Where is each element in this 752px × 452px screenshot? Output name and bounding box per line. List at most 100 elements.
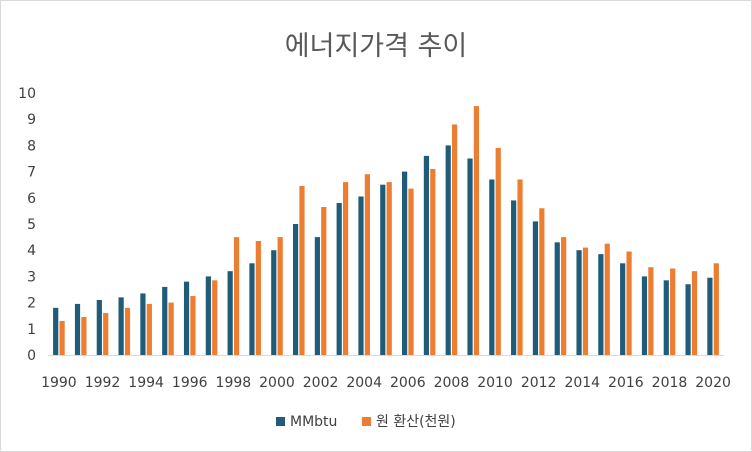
bar-mmbtu-2004 <box>358 196 364 355</box>
bar-mmbtu-1994 <box>140 293 146 355</box>
bar-mmbtu-2002 <box>314 237 320 355</box>
x-tick-label: 2004 <box>346 375 382 391</box>
bar-mmbtu-2011 <box>511 200 517 355</box>
bar-krw-1994 <box>146 303 152 355</box>
bar-krw-2015 <box>604 243 610 355</box>
bar-krw-1993 <box>124 307 131 355</box>
y-tick-label: 1 <box>27 322 36 338</box>
bar-mmbtu-1998 <box>227 271 233 355</box>
bar-krw-1991 <box>81 317 87 355</box>
bar-mmbtu-1991 <box>74 303 81 355</box>
y-axis: 0 1 2 3 4 5 6 7 8 9 10 <box>18 86 36 364</box>
bar-krw-1995 <box>168 302 174 355</box>
bar-krw-2016 <box>626 251 632 355</box>
x-axis: 1990 1992 1994 1996 1998 2000 2002 2004 2006 2008… <box>41 355 731 391</box>
bar-krw-2010 <box>495 148 501 355</box>
legend-swatch-mmbtu <box>276 417 285 426</box>
legend: MMbtu 원 환산(천원) <box>276 414 456 430</box>
legend-label-mmbtu: MMbtu <box>290 414 337 430</box>
y-tick-label: 0 <box>27 348 36 364</box>
bar-mmbtu-2018 <box>663 280 669 355</box>
bar-mmbtu-2006 <box>402 171 408 355</box>
bar-mmbtu-1992 <box>96 299 102 355</box>
bar-mmbtu-2014 <box>576 250 582 355</box>
y-tick-label: 2 <box>27 296 36 312</box>
bar-krw-1996 <box>190 296 196 355</box>
bar-mmbtu-2005 <box>380 184 386 355</box>
bar-mmbtu-2007 <box>423 155 430 355</box>
bar-mmbtu-1996 <box>183 281 190 355</box>
bar-mmbtu-2001 <box>292 224 299 355</box>
bar-krw-2001 <box>299 186 305 355</box>
bar-mmbtu-1990 <box>53 307 59 355</box>
bar-krw-2017 <box>648 267 654 355</box>
bar-mmbtu-1997 <box>205 276 211 355</box>
bar-mmbtu-1993 <box>118 297 124 355</box>
legend-swatch-krw <box>362 417 371 426</box>
bar-krw-2005 <box>386 182 392 355</box>
x-tick-label: 2014 <box>564 375 600 391</box>
bar-krw-2020 <box>713 263 719 355</box>
bar-mmbtu-2009 <box>467 158 473 355</box>
bar-krw-2011 <box>517 179 523 355</box>
x-tick-label: 2016 <box>608 375 644 391</box>
bar-krw-2009 <box>473 106 480 355</box>
bar-krw-2002 <box>321 206 327 355</box>
bar-krw-2012 <box>539 208 545 355</box>
bar-krw-2003 <box>342 182 349 355</box>
bar-krw-2006 <box>408 188 414 355</box>
x-tick-label: 2020 <box>695 375 731 391</box>
legend-label-krw: 원 환산(천원) <box>376 414 456 430</box>
y-tick-label: 6 <box>27 191 36 207</box>
x-tick-label: 2010 <box>477 375 513 391</box>
x-tick-label: 1992 <box>85 375 121 391</box>
x-tick-label: 1998 <box>216 375 252 391</box>
bar-krw-2000 <box>277 237 283 355</box>
bar-krw-2008 <box>452 124 458 355</box>
x-tick-label: 1994 <box>128 375 164 391</box>
bar-mmbtu-1999 <box>249 263 255 355</box>
bar-mmbtu-2017 <box>641 276 648 355</box>
y-tick-label: 8 <box>27 138 36 154</box>
bar-krw-1990 <box>59 320 65 355</box>
x-tick-label: 1990 <box>41 375 77 391</box>
bar-krw-1997 <box>212 280 218 355</box>
y-tick-label: 3 <box>27 269 36 285</box>
bar-krw-2004 <box>364 174 370 355</box>
bar-krw-2013 <box>561 237 567 355</box>
bar-mmbtu-2019 <box>685 284 691 355</box>
bar-mmbtu-2008 <box>445 145 451 355</box>
x-tick-label: 1996 <box>172 375 208 391</box>
x-tick-label: 2018 <box>652 375 688 391</box>
bar-krw-2019 <box>691 271 698 355</box>
bar-mmbtu-2003 <box>336 203 342 355</box>
bar-mmbtu-2010 <box>489 179 495 355</box>
bar-mmbtu-2000 <box>271 250 277 355</box>
y-tick-label: 7 <box>27 165 36 181</box>
bar-mmbtu-2013 <box>554 242 560 355</box>
chart-title: 에너지가격 추이 <box>285 31 467 62</box>
y-tick-label: 10 <box>18 86 36 102</box>
bar-mmbtu-2015 <box>598 254 604 355</box>
x-tick-label: 2008 <box>434 375 470 391</box>
bar-mmbtu-2012 <box>532 221 539 355</box>
bar-mmbtu-2016 <box>620 263 626 355</box>
x-tick-label: 2012 <box>521 375 557 391</box>
bar-krw-1999 <box>255 241 261 355</box>
y-tick-label: 9 <box>27 112 36 128</box>
bar-krw-1992 <box>103 313 109 355</box>
bar-mmbtu-1995 <box>162 286 168 355</box>
bar-group <box>53 106 719 355</box>
bar-krw-2018 <box>670 268 676 355</box>
x-tick-label: 2000 <box>259 375 295 391</box>
y-tick-label: 4 <box>27 243 36 259</box>
bar-krw-2014 <box>582 247 589 355</box>
bar-mmbtu-2020 <box>707 277 713 355</box>
y-tick-label: 5 <box>27 217 36 233</box>
bar-krw-2007 <box>430 168 436 355</box>
x-tick-label: 2002 <box>303 375 339 391</box>
x-tick-label: 2006 <box>390 375 426 391</box>
bar-krw-1998 <box>233 237 240 355</box>
